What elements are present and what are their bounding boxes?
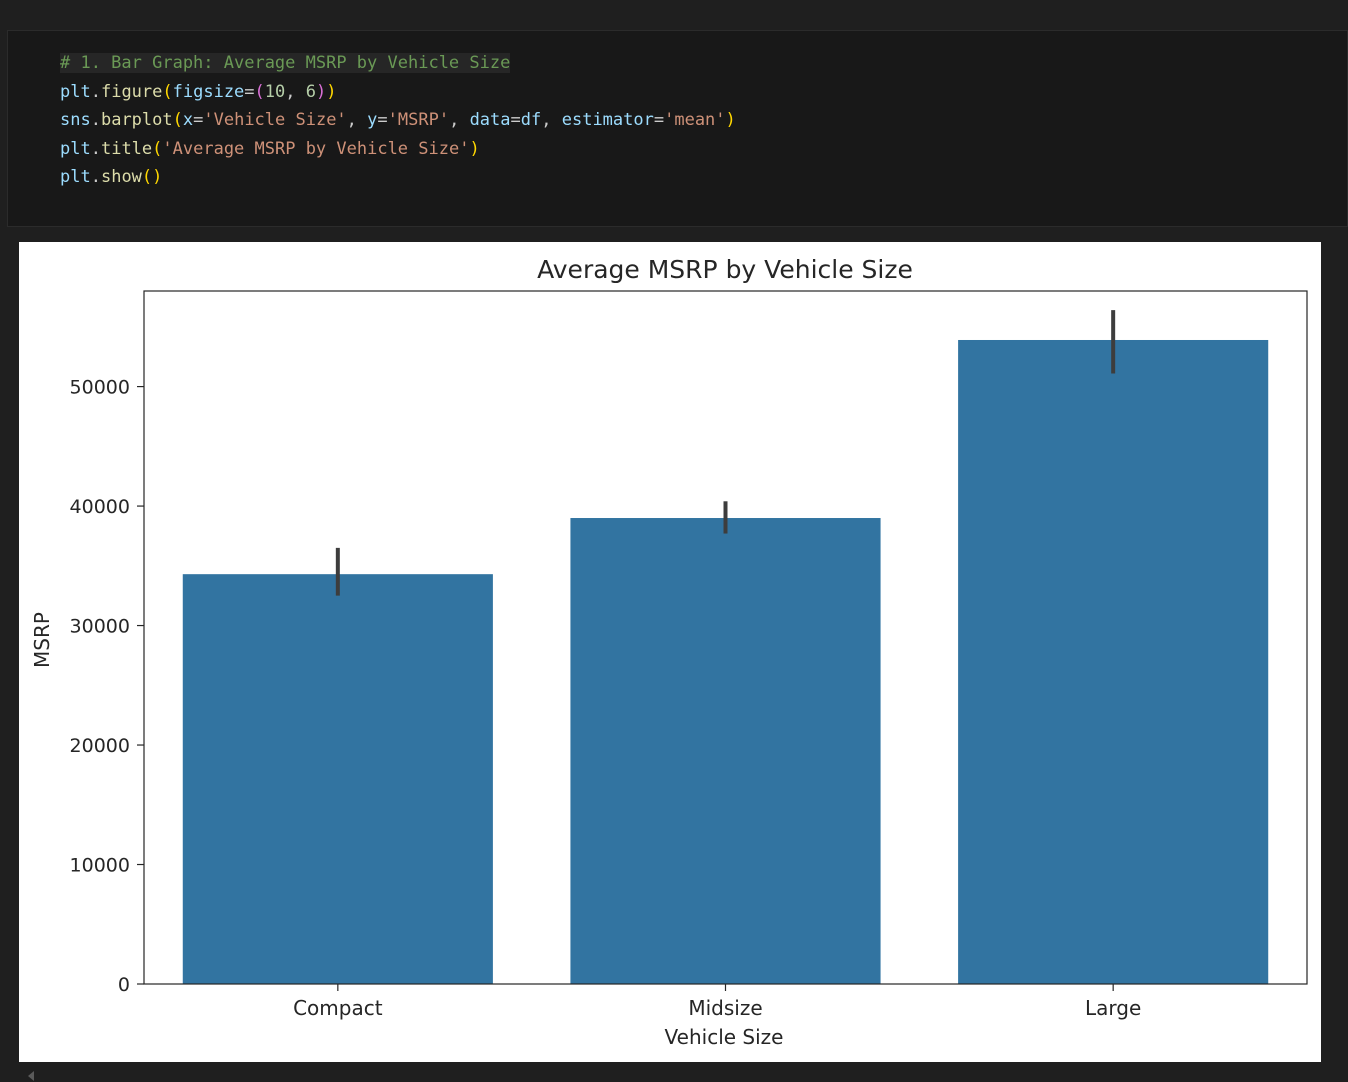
token-obj: sns xyxy=(60,110,91,131)
token-fn: show xyxy=(100,167,142,188)
token-fn: barplot xyxy=(100,110,173,131)
token-obj: plt xyxy=(60,167,91,188)
y-tick-label: 10000 xyxy=(70,855,130,877)
token-kw: x xyxy=(182,110,194,131)
y-tick-label: 0 xyxy=(118,974,130,996)
token-obj: plt xyxy=(60,138,91,159)
token-kw: data xyxy=(469,110,511,131)
bars-group xyxy=(182,339,1269,984)
token-num: 10 xyxy=(264,81,286,102)
x-axis-label: Vehicle Size xyxy=(665,1025,784,1049)
code-line-2: plt.figure(figsize=(10, 6)) xyxy=(60,81,337,102)
token-obj: plt xyxy=(60,81,91,102)
token-str: 'mean' xyxy=(664,110,726,131)
code-cell[interactable]: # 1. Bar Graph: Average MSRP by Vehicle … xyxy=(7,30,1348,227)
chart-title: Average MSRP by Vehicle Size xyxy=(537,255,913,284)
bar-compact xyxy=(182,574,493,984)
y-axis-ticks: 0 10000 20000 30000 40000 50000 xyxy=(70,377,144,996)
token-str: 'Vehicle Size' xyxy=(203,110,347,131)
code-editor[interactable]: # 1. Bar Graph: Average MSRP by Vehicle … xyxy=(60,49,736,192)
bar-chart: Average MSRP by Vehicle Size MSRP Vehicl… xyxy=(30,255,1308,1049)
y-tick-label: 50000 xyxy=(70,377,130,399)
y-tick-label: 30000 xyxy=(70,616,130,638)
x-tick-label: Midsize xyxy=(688,996,762,1020)
token-num: 6 xyxy=(305,81,317,102)
code-line-3: sns.barplot(x='Vehicle Size', y='MSRP', … xyxy=(60,110,736,131)
bar-midsize xyxy=(570,518,881,984)
token-str: 'MSRP' xyxy=(387,110,450,131)
token-str: 'Average MSRP by Vehicle Size' xyxy=(162,138,470,159)
code-line-5: plt.show() xyxy=(60,167,163,188)
y-tick-label: 20000 xyxy=(70,735,130,757)
cell-output: Average MSRP by Vehicle Size MSRP Vehicl… xyxy=(19,242,1321,1062)
token-kw: y xyxy=(367,110,378,131)
code-line-1: # 1. Bar Graph: Average MSRP by Vehicle … xyxy=(60,49,736,78)
x-axis-ticks: Compact Midsize Large xyxy=(293,984,1141,1020)
x-tick-label: Compact xyxy=(293,996,383,1020)
token-fn: figure xyxy=(100,81,163,102)
token-var: df xyxy=(520,110,542,131)
error-bars-group xyxy=(335,310,1116,596)
bar-large xyxy=(958,339,1269,984)
y-axis-label: MSRP xyxy=(30,612,54,668)
token-kw: estimator xyxy=(561,110,654,131)
x-tick-label: Large xyxy=(1085,996,1141,1020)
token-kw: figsize xyxy=(172,81,245,102)
y-tick-label: 40000 xyxy=(70,496,130,518)
code-line-4: plt.title('Average MSRP by Vehicle Size'… xyxy=(60,138,480,159)
editor-top-bar xyxy=(0,0,1348,30)
code-comment: # 1. Bar Graph: Average MSRP by Vehicle … xyxy=(60,53,511,73)
scroll-left-arrow-icon[interactable] xyxy=(28,1071,34,1081)
token-fn: title xyxy=(100,138,153,159)
